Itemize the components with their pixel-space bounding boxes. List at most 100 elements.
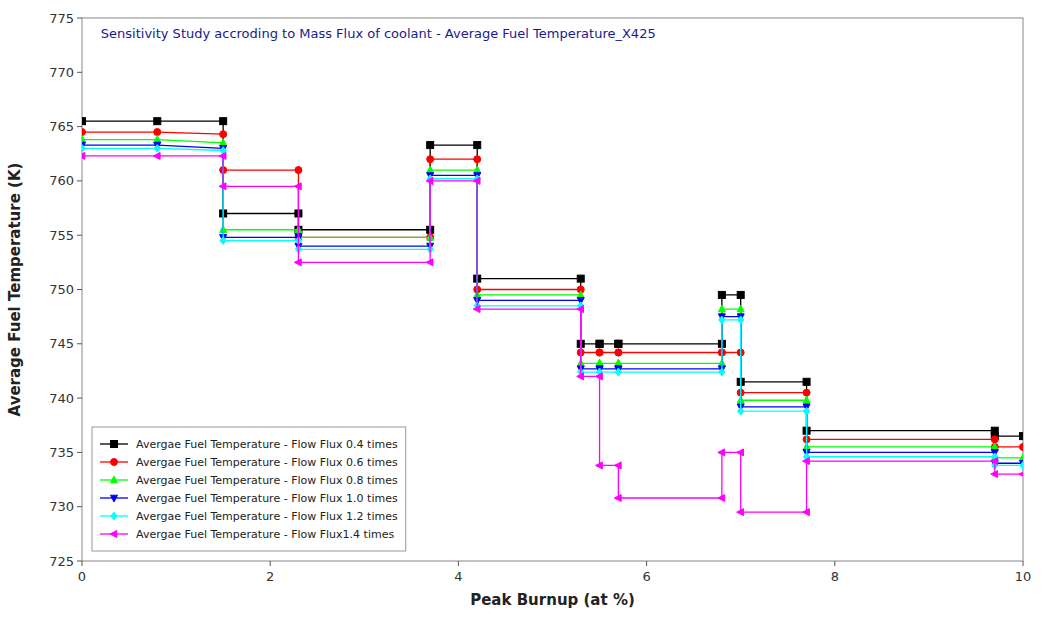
- point: [615, 340, 622, 347]
- point: [473, 177, 480, 184]
- legend-marker: [111, 476, 118, 483]
- y-tick: [77, 180, 82, 181]
- y-tick: [77, 235, 82, 236]
- series: [82, 136, 1023, 461]
- point: [737, 449, 744, 456]
- plot-frame: [82, 18, 1023, 561]
- point: [474, 156, 481, 163]
- series-line: [82, 140, 1023, 458]
- point: [803, 407, 809, 415]
- point: [1020, 462, 1023, 470]
- point: [614, 462, 621, 469]
- point: [615, 359, 622, 366]
- y-tick-label: 730: [49, 499, 74, 514]
- point: [596, 359, 603, 366]
- point: [82, 129, 86, 136]
- y-tick-label: 765: [49, 119, 74, 134]
- point: [718, 449, 725, 456]
- point: [1020, 454, 1024, 461]
- point: [427, 156, 434, 163]
- x-tick: [82, 561, 83, 566]
- legend-label: Avergae Fuel Temperature - Flow Flux1.4 …: [136, 528, 394, 541]
- series-line: [82, 148, 1023, 465]
- point: [991, 443, 998, 450]
- point: [294, 259, 301, 266]
- y-tick: [77, 561, 82, 562]
- point: [596, 340, 603, 347]
- series: [82, 152, 1023, 515]
- legend: Avergae Fuel Temperature - Flow Flux 0.4…: [92, 427, 406, 551]
- point: [427, 166, 434, 173]
- point: [991, 436, 998, 443]
- legend-label: Avergae Fuel Temperature - Flow Flux 0.6…: [136, 456, 398, 469]
- y-tick-label: 740: [49, 391, 74, 406]
- y-tick-label: 755: [49, 228, 74, 243]
- y-tick-label: 775: [49, 11, 74, 26]
- point: [596, 462, 603, 469]
- point: [803, 396, 810, 403]
- legend-marker: [110, 531, 117, 538]
- legend-box: [92, 427, 406, 551]
- y-tick-label: 770: [49, 65, 74, 80]
- point: [596, 349, 603, 356]
- point: [577, 275, 584, 282]
- series-line: [82, 156, 1023, 512]
- point: [718, 495, 725, 502]
- legend-label: Avergae Fuel Temperature - Flow Flux 1.0…: [136, 492, 398, 505]
- y-tick-label: 745: [49, 336, 74, 351]
- point: [220, 139, 227, 146]
- legend-marker: [111, 512, 117, 520]
- y-tick: [77, 18, 82, 19]
- point: [596, 373, 603, 380]
- y-axis-label: Average Fuel Temperature (K): [6, 163, 24, 417]
- y-tick: [77, 398, 82, 399]
- point: [1020, 433, 1024, 440]
- point: [719, 368, 725, 376]
- y-tick: [77, 452, 82, 453]
- point: [718, 291, 725, 298]
- point: [220, 118, 227, 125]
- legend-label: Avergae Fuel Temperature - Flow Flux 0.4…: [136, 438, 398, 451]
- legend-marker: [111, 459, 118, 466]
- point: [615, 359, 622, 366]
- point: [991, 471, 998, 478]
- point: [738, 316, 744, 324]
- point: [615, 340, 622, 347]
- point: [615, 349, 622, 356]
- point: [615, 368, 621, 376]
- point: [577, 291, 584, 298]
- y-tick: [77, 126, 82, 127]
- y-tick-label: 735: [49, 445, 74, 460]
- point: [577, 373, 584, 380]
- x-tick: [1023, 561, 1024, 566]
- point: [426, 177, 433, 184]
- y-tick: [77, 72, 82, 73]
- point: [426, 259, 433, 266]
- point: [82, 152, 85, 159]
- legend-marker: [111, 441, 118, 448]
- point: [737, 305, 744, 312]
- point: [219, 152, 226, 159]
- series: [82, 142, 1023, 467]
- legend-label: Avergae Fuel Temperature - Flow Flux 1.2…: [136, 510, 398, 523]
- point: [473, 306, 480, 313]
- point: [991, 458, 998, 465]
- point: [737, 291, 744, 298]
- point: [153, 152, 160, 159]
- point: [82, 136, 86, 143]
- x-tick: [834, 561, 835, 566]
- y-tick-label: 760: [49, 173, 74, 188]
- title: Sensitivity Study accroding to Mass Flux…: [101, 26, 656, 41]
- point: [803, 458, 810, 465]
- y-tick-label: 750: [49, 282, 74, 297]
- point: [474, 142, 481, 149]
- legend-marker: [111, 495, 118, 502]
- y-tick: [77, 343, 82, 344]
- point: [220, 131, 227, 138]
- point: [294, 183, 301, 190]
- x-tick-label: 4: [454, 569, 462, 584]
- axes: 0246810725730735740745750755760765770775: [49, 11, 1031, 585]
- x-tick-label: 0: [78, 569, 86, 584]
- point: [154, 118, 161, 125]
- point: [803, 378, 810, 385]
